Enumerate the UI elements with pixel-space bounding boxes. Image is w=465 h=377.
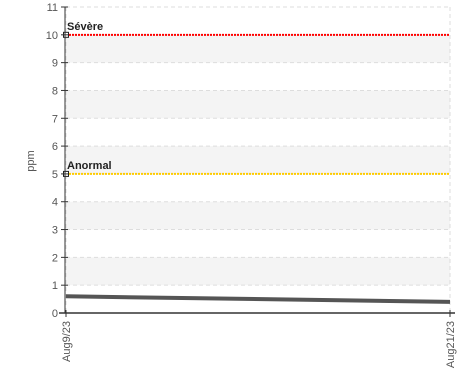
y-axis-label: ppm: [25, 150, 37, 171]
series-lines: [65, 294, 451, 304]
y-tick-label: 0: [52, 308, 58, 320]
threshold-lines: Sévère Anormal: [63, 21, 450, 177]
y-tick-label: 10: [46, 30, 58, 42]
y-tick-label: 8: [52, 85, 58, 97]
plot-bands: [66, 34, 450, 286]
y-tick-label: 11: [47, 2, 58, 14]
y-tick-label: 7: [52, 113, 58, 125]
y-tick-labels: 0 1 2 3 4 5 6 7 8 9 10 11: [46, 2, 68, 320]
y-tick-label: 4: [52, 197, 58, 209]
y-tick-label: 9: [52, 58, 58, 70]
series-line: [65, 294, 451, 304]
plot-band: [66, 34, 450, 63]
threshold-label: Anormal: [67, 160, 112, 172]
y-tick-label: 1: [52, 280, 58, 292]
y-tick-label: 6: [52, 141, 58, 153]
plot-band: [66, 257, 450, 286]
y-tick-label: 2: [52, 252, 58, 264]
x-tick-label: Aug9/23: [61, 321, 73, 362]
x-tick-labels: Aug9/23 Aug21/23: [61, 310, 457, 368]
plot-band: [66, 146, 450, 174]
plot-band: [66, 201, 450, 230]
y-tick-label: 3: [52, 225, 58, 237]
threshold-label: Sévère: [67, 21, 103, 33]
axes: [59, 7, 455, 314]
x-tick-label: Aug21/23: [445, 321, 457, 368]
plot-band: [66, 90, 450, 119]
y-tick-label: 5: [52, 169, 58, 181]
